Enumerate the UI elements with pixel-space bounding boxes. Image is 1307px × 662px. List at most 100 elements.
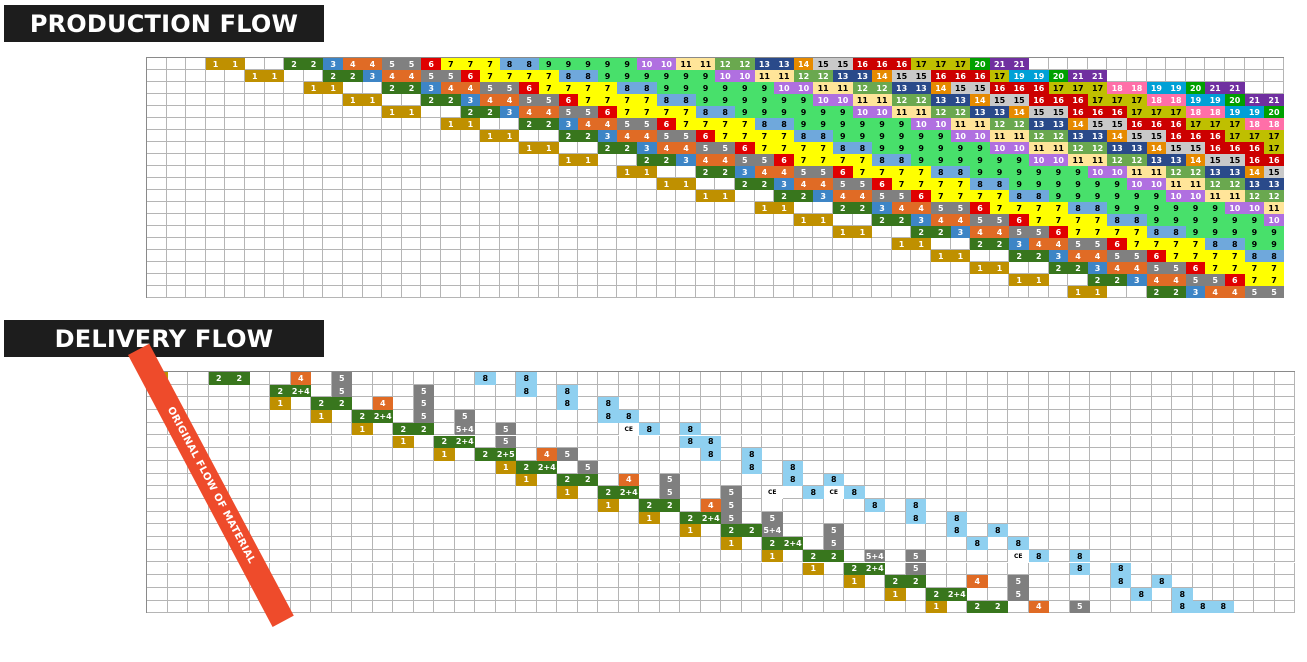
production-cell-value: 5 (519, 94, 539, 106)
grid-cell (147, 549, 168, 563)
grid-cell (441, 250, 461, 262)
grid-cell (225, 178, 245, 190)
grid-cell (1254, 549, 1275, 563)
grid-cell (762, 473, 783, 487)
grid-cell (382, 190, 402, 202)
production-cell-value: 2 (284, 58, 304, 70)
grid-cell (911, 262, 931, 274)
grid-cell (352, 499, 373, 512)
delivery-cell-value: 1 (803, 562, 824, 576)
grid-cell (1172, 435, 1193, 449)
grid-cell (167, 575, 188, 588)
grid-cell (782, 587, 803, 601)
delivery-cell-value: 5 (454, 410, 475, 423)
grid-cell (1172, 524, 1193, 538)
grid-cell (1151, 460, 1172, 474)
grid-cell (147, 154, 167, 166)
grid-cell (680, 537, 701, 550)
grid-cell (1254, 575, 1275, 588)
grid-cell (762, 562, 783, 576)
grid-cell (695, 286, 716, 298)
production-cell-value: 10 (715, 70, 735, 82)
grid-cell (813, 250, 833, 262)
grid-cell (343, 130, 363, 142)
grid-cell (147, 435, 168, 449)
production-cell-value: 4 (950, 214, 971, 226)
grid-cell (946, 537, 967, 550)
production-cell-value: 17 (1127, 106, 1147, 118)
grid-cell (926, 448, 947, 461)
grid-cell (393, 511, 414, 525)
grid-cell (441, 154, 461, 166)
grid-cell (1110, 537, 1131, 550)
delivery-cell-value: 2 (741, 524, 762, 538)
production-cell-value: 10 (970, 130, 990, 142)
production-cell-value: 2 (793, 190, 814, 202)
production-cell-value: 6 (872, 178, 892, 190)
grid-cell (1274, 397, 1295, 411)
grid-cell (695, 250, 716, 262)
grid-cell (225, 286, 245, 298)
grid-cell (1274, 460, 1295, 474)
production-cell-value: 1 (558, 154, 579, 166)
grid-cell (946, 435, 967, 449)
grid-cell (695, 214, 716, 226)
grid-cell (441, 202, 461, 214)
production-cell-value: 7 (989, 190, 1010, 202)
grid-cell (864, 435, 885, 449)
grid-cell (264, 166, 285, 178)
grid-cell (249, 384, 270, 398)
grid-cell (323, 226, 343, 238)
grid-cell (617, 238, 637, 250)
grid-cell (782, 562, 803, 576)
delivery-cell-value: 1 (926, 600, 947, 614)
grid-cell (480, 238, 500, 250)
grid-cell (475, 486, 496, 499)
production-cell-value: 1 (754, 202, 775, 214)
delivery-cell-value: 2 (475, 448, 496, 461)
production-cell-value: 10 (989, 142, 1010, 154)
grid-cell (245, 286, 265, 298)
grid-cell (950, 238, 971, 250)
grid-cell (270, 422, 291, 436)
grid-cell (577, 537, 598, 550)
production-cell-value: 15 (1048, 106, 1069, 118)
grid-cell (1028, 410, 1049, 423)
grid-cell (372, 562, 393, 576)
grid-cell (618, 562, 639, 576)
grid-cell (475, 397, 496, 411)
delivery-cell-value: 5 (762, 511, 783, 525)
grid-cell (393, 397, 414, 411)
grid-cell (495, 384, 516, 398)
production-cell-value: 16 (1244, 154, 1265, 166)
grid-cell (1264, 70, 1284, 82)
grid-cell (331, 422, 352, 436)
grid-cell (1213, 448, 1234, 461)
grid-cell (926, 473, 947, 487)
grid-cell (656, 214, 677, 226)
production-cell-value: 9 (1107, 190, 1127, 202)
grid-cell (536, 524, 557, 538)
grid-cell (393, 537, 414, 550)
production-cell-value: 9 (1048, 166, 1069, 178)
delivery-cell-value: 2+4 (372, 410, 393, 423)
grid-cell (264, 82, 285, 94)
grid-cell (166, 250, 187, 262)
grid-cell (577, 397, 598, 411)
grid-cell (229, 384, 250, 398)
production-cell-value: 2 (460, 106, 481, 118)
grid-cell (946, 410, 967, 423)
grid-cell (1028, 562, 1049, 576)
grid-cell (618, 549, 639, 563)
grid-cell (205, 274, 226, 286)
production-cell-value: 17 (931, 58, 951, 70)
grid-cell (460, 190, 481, 202)
grid-cell (578, 190, 598, 202)
production-cell-value: 5 (1087, 238, 1108, 250)
grid-cell (577, 372, 598, 385)
grid-cell (774, 250, 794, 262)
production-cell-value: 11 (1264, 202, 1284, 214)
production-cell-value: 9 (754, 94, 775, 106)
grid-cell (290, 562, 311, 576)
grid-cell (1254, 397, 1275, 411)
